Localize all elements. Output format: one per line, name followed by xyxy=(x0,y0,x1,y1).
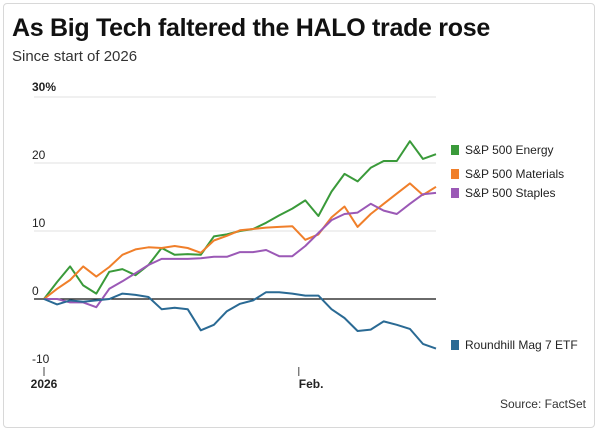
series-line-2 xyxy=(44,191,437,309)
x-tick-label: Feb. xyxy=(299,377,324,391)
y-tick-label: -10 xyxy=(32,352,50,366)
legend-swatch xyxy=(451,169,459,179)
legend-label: S&P 500 Materials xyxy=(465,167,564,181)
series-line-0 xyxy=(43,140,437,300)
chart-source: Source: FactSet xyxy=(499,397,586,411)
legend-swatch xyxy=(451,188,459,198)
series-line-1 xyxy=(43,182,437,300)
legend-swatch xyxy=(451,145,459,155)
legend-label: Roundhill Mag 7 ETF xyxy=(465,338,578,352)
legend-label: S&P 500 Energy xyxy=(465,143,554,157)
chart-frame xyxy=(3,3,595,428)
y-tick-label: 20 xyxy=(32,148,46,162)
legend-swatch xyxy=(451,340,459,350)
chart-title: As Big Tech faltered the HALO trade rose xyxy=(12,14,490,42)
legend-label: S&P 500 Staples xyxy=(465,186,556,200)
x-tick-label: 2026 xyxy=(31,377,58,391)
y-tick-label: 0 xyxy=(32,284,39,298)
series-line-3 xyxy=(43,291,437,350)
y-tick-label: 10 xyxy=(32,216,46,230)
y-tick-label: 30% xyxy=(32,80,56,94)
chart-subtitle: Since start of 2026 xyxy=(12,48,138,65)
